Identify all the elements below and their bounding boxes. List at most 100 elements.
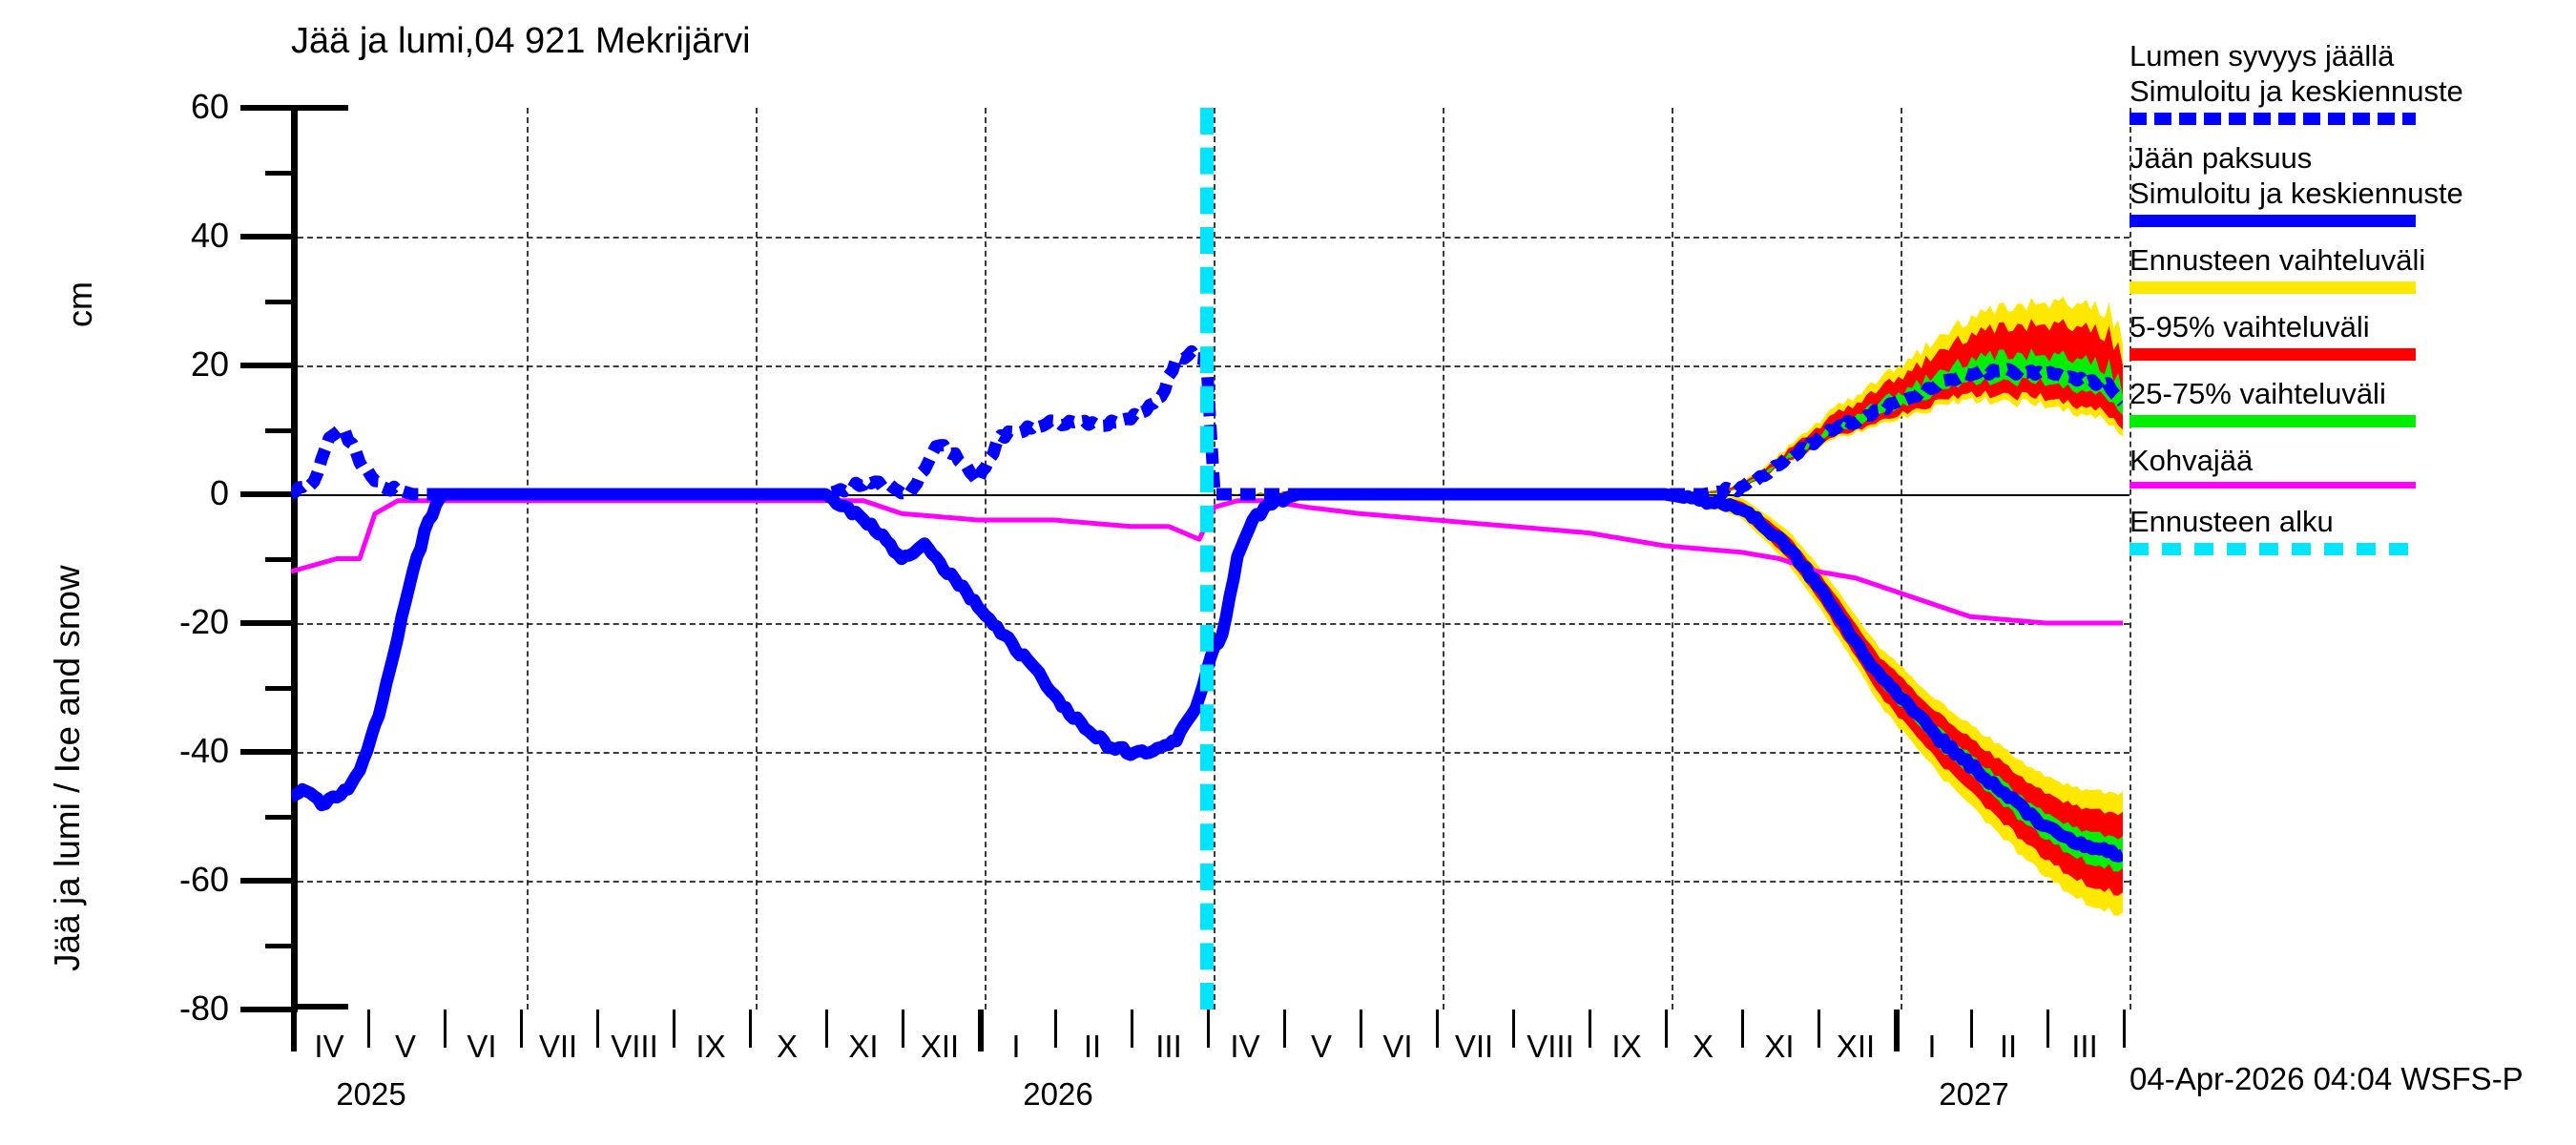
x-axis-month-label: IX [1611, 1029, 1642, 1064]
y-axis-tick [240, 363, 298, 368]
x-axis-separator [1207, 1010, 1210, 1048]
legend-swatch [2129, 482, 2416, 489]
legend-item-title: Jään paksuus [2129, 141, 2313, 175]
legend-item-title: Ennusteen alku [2129, 505, 2334, 538]
y-axis-tick [240, 105, 298, 111]
x-axis-month-label: II [1083, 1029, 1102, 1064]
x-axis-separator [291, 1010, 297, 1051]
x-gridline [527, 108, 529, 1010]
legend-item: Lumen syvyys jäällä Simuloitu ja keskienn… [2129, 38, 2576, 125]
x-axis-year-label: 2027 [1939, 1076, 2009, 1112]
footer-timestamp: 04-Apr-2026 04:04 WSFS-P [2129, 1061, 2524, 1096]
x-gridline [1901, 108, 1902, 1010]
x-axis-month-label: III [1155, 1029, 1182, 1064]
legend-item: Ennusteen vaihteluväli [2129, 242, 2576, 294]
x-gridline [1214, 108, 1215, 1010]
x-axis-month-label: X [1692, 1029, 1714, 1064]
x-axis-separator [1436, 1010, 1439, 1048]
y-axis-tick [240, 878, 298, 884]
x-axis-month-label: IV [1230, 1029, 1260, 1064]
x-axis-separator [1512, 1010, 1515, 1048]
y-axis-tick [240, 491, 298, 497]
x-axis-month-label: XI [1764, 1029, 1795, 1064]
legend-swatch [2129, 348, 2416, 361]
x-axis-separator [1131, 1010, 1133, 1048]
x-axis-separator [1818, 1010, 1820, 1048]
y-axis-minor-tick [265, 685, 298, 691]
band-range-25-75-snow [1665, 348, 2123, 495]
legend-swatch [2129, 113, 2416, 125]
x-axis-month-label: VIII [1527, 1029, 1574, 1064]
series-layer [291, 296, 2123, 916]
x-axis-month-label: III [2071, 1029, 2098, 1064]
legend-item-title: Kohvajää [2129, 444, 2254, 477]
y-axis-tick [240, 749, 298, 755]
x-axis-separator [596, 1010, 599, 1048]
x-axis-month-label: XII [1836, 1029, 1876, 1064]
y-axis-minor-tick [265, 556, 298, 562]
x-axis-separator [367, 1010, 370, 1048]
x-axis-month-label: I [1927, 1029, 1937, 1064]
x-axis-separator [1360, 1010, 1362, 1048]
x-axis-month-label: XI [848, 1029, 879, 1064]
legend-item: 25-75% vaihteluväli [2129, 376, 2576, 427]
x-axis-separator [1894, 1010, 1900, 1051]
y-axis-label: -20 [178, 602, 229, 641]
legend: Lumen syvyys jäällä Simuloitu ja keskienn… [2129, 38, 2576, 571]
legend-item: 5-95% vaihteluväli [2129, 309, 2576, 361]
x-axis-separator [978, 1010, 984, 1051]
legend-item-title: Lumen syvyys jäällä [2129, 39, 2395, 73]
x-gridline [985, 108, 987, 1010]
legend-swatch [2129, 281, 2416, 294]
y-axis-tick [240, 1007, 298, 1012]
legend-item-subtitle: Simuloitu ja keskiennuste [2129, 177, 2463, 210]
y-axis-label: 20 [190, 344, 229, 384]
y-axis-label: 0 [209, 473, 229, 512]
legend-swatch [2129, 215, 2416, 227]
x-axis-month-label: I [1011, 1029, 1021, 1064]
plot-area [240, 105, 2131, 1012]
x-axis-separator [902, 1010, 904, 1048]
x-axis-month-label: VIII [611, 1029, 658, 1064]
legend-swatch [2129, 415, 2416, 427]
x-axis-separator [444, 1010, 447, 1048]
y-axis-label: -60 [178, 860, 229, 899]
x-axis-month-label: VI [467, 1029, 497, 1064]
legend-item: Jään paksuus Simuloitu ja keskiennuste [2129, 140, 2576, 227]
y-axis-label: -80 [178, 989, 229, 1028]
x-axis-separator [1665, 1010, 1668, 1048]
y-axis-minor-tick [265, 427, 298, 433]
legend-item-title: 5-95% vaihteluväli [2129, 310, 2370, 344]
x-axis-separator [520, 1010, 523, 1048]
legend-item-title: 25-75% vaihteluväli [2129, 377, 2386, 410]
legend-item: Kohvajää [2129, 443, 2576, 489]
x-axis-month-label: V [394, 1029, 417, 1064]
x-axis-separator [673, 1010, 675, 1048]
x-axis-month-label: VI [1382, 1029, 1413, 1064]
x-axis-separator [1970, 1010, 1973, 1048]
x-axis-separator [1054, 1010, 1057, 1048]
x-axis-separator [825, 1010, 828, 1048]
y-axis-minor-tick [265, 943, 298, 948]
x-axis-month-label: IX [696, 1029, 726, 1064]
x-gridline [1443, 108, 1444, 1010]
x-axis-month-label: VII [1454, 1029, 1494, 1064]
x-axis-separator [1589, 1010, 1591, 1048]
x-axis-year-label: 2026 [1023, 1076, 1093, 1112]
x-axis-separator [1283, 1010, 1286, 1048]
x-axis-month-label: IV [314, 1029, 344, 1064]
y-axis-minor-tick [265, 299, 298, 304]
x-axis-month-label: X [776, 1029, 799, 1064]
x-gridline [756, 108, 758, 1010]
y-axis-tick [240, 234, 298, 239]
y-axis-minor-tick [265, 814, 298, 820]
x-axis-month-label: VII [538, 1029, 578, 1064]
x-axis-month-label: XII [920, 1029, 960, 1064]
y-axis-tick [240, 620, 298, 626]
y-axis-label: 60 [190, 87, 229, 126]
y-axis-label: -40 [178, 731, 229, 770]
y-axis-top-tick [291, 105, 348, 111]
x-axis-month-label: V [1310, 1029, 1333, 1064]
legend-item-title: Ennusteen vaihteluväli [2129, 243, 2426, 277]
